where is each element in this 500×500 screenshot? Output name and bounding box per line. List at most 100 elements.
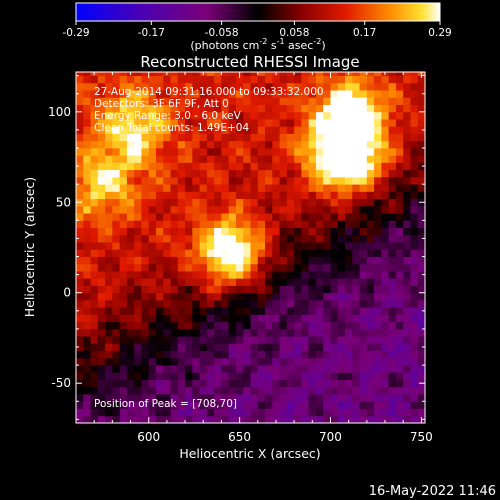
heatmap-cell	[315, 162, 324, 171]
heatmap-cell	[374, 176, 382, 185]
heatmap-cell	[134, 162, 142, 171]
heatmap-cell	[410, 155, 419, 163]
heatmap-cell	[177, 365, 186, 373]
heatmap-cell	[235, 408, 244, 417]
colorbar-tick-label: -0.17	[138, 27, 165, 39]
heatmap-cell	[265, 184, 273, 192]
plot-frame	[75, 71, 426, 424]
heatmap-cell	[265, 256, 273, 265]
heatmap-cell	[112, 162, 121, 171]
heatmap-cell	[141, 234, 150, 243]
heatmap-cell	[170, 227, 179, 236]
heatmap-cell	[76, 140, 84, 149]
heatmap-cell	[308, 328, 317, 337]
heatmap-cell	[119, 119, 128, 127]
heatmap-cell	[359, 82, 368, 91]
heatmap-cell	[235, 234, 244, 243]
heatmap-cell	[155, 256, 164, 265]
heatmap-cell	[163, 220, 171, 228]
heatmap-cell	[97, 220, 106, 228]
heatmap-cell	[301, 401, 310, 409]
heatmap-cell	[410, 97, 419, 105]
heatmap-cell	[235, 365, 244, 373]
heatmap-cell	[403, 111, 411, 120]
heatmap-cell	[337, 336, 346, 344]
heatmap-cell	[345, 184, 353, 192]
heatmap-cell	[177, 147, 186, 156]
heatmap-cell	[250, 176, 259, 185]
heatmap-cell	[235, 191, 244, 200]
heatmap-cell	[199, 176, 208, 185]
heatmap-cell	[228, 119, 237, 127]
heatmap-cell	[141, 314, 150, 323]
heatmap-cell	[279, 271, 288, 279]
heatmap-cell	[366, 213, 375, 221]
heatmap-cell	[410, 321, 419, 330]
heatmap-cell	[83, 343, 91, 352]
heatmap-cell	[170, 191, 179, 200]
heatmap-cell	[308, 365, 317, 373]
heatmap-cell	[345, 234, 353, 243]
heatmap-cell	[105, 299, 113, 308]
heatmap-cell	[199, 162, 208, 171]
heatmap-cell	[119, 147, 128, 156]
heatmap-cell	[141, 350, 150, 359]
heatmap-cell	[126, 372, 135, 380]
heatmap-cell	[163, 256, 171, 265]
heatmap-cell	[228, 408, 237, 417]
heatmap-cell	[323, 133, 331, 142]
heatmap-cell	[90, 82, 99, 91]
heatmap-cell	[381, 234, 390, 243]
heatmap-cell	[214, 90, 222, 98]
heatmap-cell	[170, 220, 179, 228]
heatmap-cell	[235, 155, 244, 163]
heatmap-cell	[286, 242, 295, 250]
heatmap-cell	[294, 220, 302, 228]
heatmap-cell	[148, 82, 157, 91]
heatmap-cell	[199, 104, 208, 113]
heatmap-cell	[155, 169, 164, 178]
heatmap-cell	[395, 256, 404, 265]
heatmap-cell	[228, 336, 237, 344]
heatmap-cell	[192, 162, 200, 171]
heatmap-cell	[359, 119, 368, 127]
heatmap-cell	[359, 408, 368, 417]
heatmap-cell	[352, 75, 360, 84]
heatmap-cell	[90, 256, 99, 265]
heatmap-cell	[141, 104, 150, 113]
heatmap-cell	[185, 97, 193, 105]
heatmap-cell	[76, 176, 84, 185]
heatmap-cell	[97, 104, 106, 113]
heatmap-cell	[177, 119, 186, 127]
heatmap-cell	[170, 72, 179, 77]
heatmap-cell	[119, 227, 128, 236]
heatmap-cell	[170, 321, 179, 330]
heatmap-cell	[163, 147, 171, 156]
heatmap-cell	[228, 314, 237, 323]
heatmap-cell	[185, 307, 193, 315]
heatmap-cell	[337, 133, 346, 142]
heatmap-cell	[177, 394, 186, 402]
heatmap-cell	[395, 198, 404, 207]
heatmap-cell	[119, 176, 128, 185]
heatmap-cell	[76, 343, 84, 352]
heatmap-cell	[148, 285, 157, 294]
heatmap-cell	[366, 415, 375, 423]
heatmap-cell	[243, 256, 251, 265]
heatmap-cell	[265, 242, 273, 250]
heatmap-cell	[265, 147, 273, 156]
heatmap-cell	[97, 372, 106, 380]
heatmap-cell	[308, 198, 317, 207]
heatmap-cell	[170, 372, 179, 380]
heatmap-cell	[330, 198, 339, 207]
heatmap-cell	[134, 307, 142, 315]
heatmap-cell	[345, 126, 353, 134]
heatmap-cell	[97, 140, 106, 149]
heatmap-cell	[257, 133, 266, 142]
heatmap-cell	[330, 271, 339, 279]
heatmap-cell	[126, 401, 135, 409]
heatmap-cell	[279, 111, 288, 120]
heatmap-cell	[214, 307, 222, 315]
heatmap-cell	[286, 191, 295, 200]
